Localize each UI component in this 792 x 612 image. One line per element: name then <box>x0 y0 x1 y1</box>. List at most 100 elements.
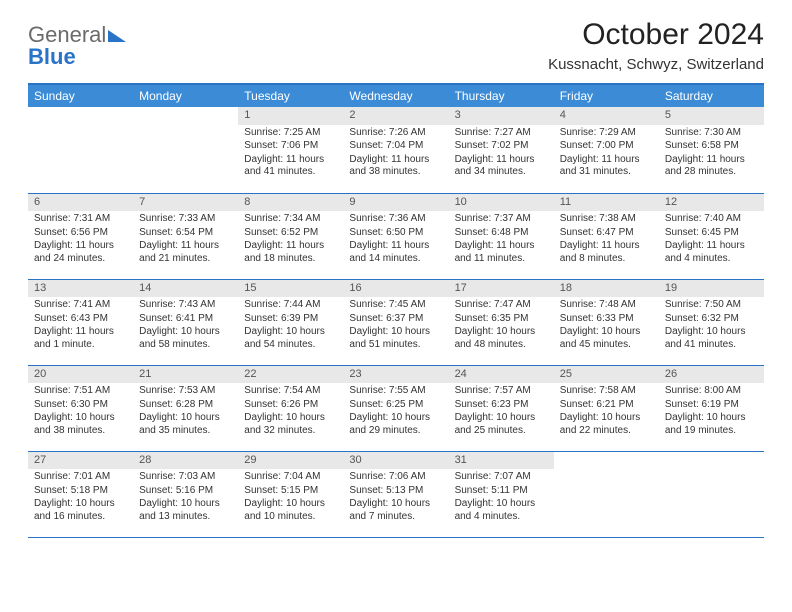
daylight-text: Daylight: 11 hours and 41 minutes. <box>244 154 337 179</box>
sunset-text: Sunset: 6:28 PM <box>139 399 232 412</box>
daylight-text: Daylight: 11 hours and 21 minutes. <box>139 240 232 265</box>
sunrise-text: Sunrise: 7:53 AM <box>139 385 232 398</box>
day-details: Sunrise: 7:41 AMSunset: 6:43 PMDaylight:… <box>28 297 133 356</box>
dow-header: Monday <box>133 84 238 107</box>
calendar-cell: 17Sunrise: 7:47 AMSunset: 6:35 PMDayligh… <box>449 279 554 365</box>
day-number: 11 <box>554 194 659 212</box>
sunrise-text: Sunrise: 7:27 AM <box>455 127 548 140</box>
sunset-text: Sunset: 6:19 PM <box>665 399 758 412</box>
calendar-row: 20Sunrise: 7:51 AMSunset: 6:30 PMDayligh… <box>28 365 764 451</box>
day-number: 17 <box>449 280 554 298</box>
calendar-cell: 27Sunrise: 7:01 AMSunset: 5:18 PMDayligh… <box>28 451 133 537</box>
day-number: 18 <box>554 280 659 298</box>
day-number: 16 <box>343 280 448 298</box>
sunset-text: Sunset: 6:37 PM <box>349 313 442 326</box>
day-number: 27 <box>28 452 133 470</box>
dow-header: Sunday <box>28 84 133 107</box>
sunrise-text: Sunrise: 7:57 AM <box>455 385 548 398</box>
sunrise-text: Sunrise: 7:03 AM <box>139 471 232 484</box>
day-details: Sunrise: 7:04 AMSunset: 5:15 PMDaylight:… <box>238 469 343 528</box>
day-details: Sunrise: 7:06 AMSunset: 5:13 PMDaylight:… <box>343 469 448 528</box>
day-number: 24 <box>449 366 554 384</box>
sunset-text: Sunset: 7:00 PM <box>560 140 653 153</box>
dow-header: Thursday <box>449 84 554 107</box>
day-number: 4 <box>554 107 659 125</box>
sunrise-text: Sunrise: 7:26 AM <box>349 127 442 140</box>
calendar-cell: 10Sunrise: 7:37 AMSunset: 6:48 PMDayligh… <box>449 193 554 279</box>
sunset-text: Sunset: 6:35 PM <box>455 313 548 326</box>
day-details: Sunrise: 7:55 AMSunset: 6:25 PMDaylight:… <box>343 383 448 442</box>
sunrise-text: Sunrise: 7:34 AM <box>244 213 337 226</box>
calendar-cell: 2Sunrise: 7:26 AMSunset: 7:04 PMDaylight… <box>343 107 448 193</box>
daylight-text: Daylight: 10 hours and 25 minutes. <box>455 412 548 437</box>
sunrise-text: Sunrise: 7:51 AM <box>34 385 127 398</box>
calendar-cell: 13Sunrise: 7:41 AMSunset: 6:43 PMDayligh… <box>28 279 133 365</box>
day-number: 31 <box>449 452 554 470</box>
daylight-text: Daylight: 11 hours and 8 minutes. <box>560 240 653 265</box>
sunrise-text: Sunrise: 7:41 AM <box>34 299 127 312</box>
day-number: 20 <box>28 366 133 384</box>
calendar-cell: 11Sunrise: 7:38 AMSunset: 6:47 PMDayligh… <box>554 193 659 279</box>
day-details: Sunrise: 7:43 AMSunset: 6:41 PMDaylight:… <box>133 297 238 356</box>
dow-row: SundayMondayTuesdayWednesdayThursdayFrid… <box>28 84 764 107</box>
sunset-text: Sunset: 5:13 PM <box>349 485 442 498</box>
sunset-text: Sunset: 6:56 PM <box>34 227 127 240</box>
calendar-table: SundayMondayTuesdayWednesdayThursdayFrid… <box>28 83 764 538</box>
daylight-text: Daylight: 10 hours and 13 minutes. <box>139 498 232 523</box>
daylight-text: Daylight: 10 hours and 58 minutes. <box>139 326 232 351</box>
daylight-text: Daylight: 11 hours and 24 minutes. <box>34 240 127 265</box>
calendar-cell-empty <box>554 451 659 537</box>
day-details: Sunrise: 7:36 AMSunset: 6:50 PMDaylight:… <box>343 211 448 270</box>
day-details: Sunrise: 7:29 AMSunset: 7:00 PMDaylight:… <box>554 125 659 184</box>
daylight-text: Daylight: 11 hours and 28 minutes. <box>665 154 758 179</box>
sunset-text: Sunset: 6:21 PM <box>560 399 653 412</box>
calendar-cell: 30Sunrise: 7:06 AMSunset: 5:13 PMDayligh… <box>343 451 448 537</box>
day-details: Sunrise: 7:34 AMSunset: 6:52 PMDaylight:… <box>238 211 343 270</box>
daylight-text: Daylight: 11 hours and 14 minutes. <box>349 240 442 265</box>
daylight-text: Daylight: 11 hours and 34 minutes. <box>455 154 548 179</box>
sunrise-text: Sunrise: 7:50 AM <box>665 299 758 312</box>
sunrise-text: Sunrise: 7:29 AM <box>560 127 653 140</box>
brand-word-2: Blue <box>28 46 126 68</box>
daylight-text: Daylight: 10 hours and 10 minutes. <box>244 498 337 523</box>
daylight-text: Daylight: 10 hours and 19 minutes. <box>665 412 758 437</box>
daylight-text: Daylight: 10 hours and 32 minutes. <box>244 412 337 437</box>
calendar-cell: 26Sunrise: 8:00 AMSunset: 6:19 PMDayligh… <box>659 365 764 451</box>
sunset-text: Sunset: 6:33 PM <box>560 313 653 326</box>
calendar-cell: 25Sunrise: 7:58 AMSunset: 6:21 PMDayligh… <box>554 365 659 451</box>
day-details: Sunrise: 7:27 AMSunset: 7:02 PMDaylight:… <box>449 125 554 184</box>
sunset-text: Sunset: 5:18 PM <box>34 485 127 498</box>
calendar-cell: 3Sunrise: 7:27 AMSunset: 7:02 PMDaylight… <box>449 107 554 193</box>
day-number: 12 <box>659 194 764 212</box>
sunset-text: Sunset: 6:47 PM <box>560 227 653 240</box>
daylight-text: Daylight: 11 hours and 4 minutes. <box>665 240 758 265</box>
daylight-text: Daylight: 11 hours and 18 minutes. <box>244 240 337 265</box>
sunset-text: Sunset: 6:23 PM <box>455 399 548 412</box>
calendar-row: 27Sunrise: 7:01 AMSunset: 5:18 PMDayligh… <box>28 451 764 537</box>
dow-header: Saturday <box>659 84 764 107</box>
sunset-text: Sunset: 7:04 PM <box>349 140 442 153</box>
sunset-text: Sunset: 6:54 PM <box>139 227 232 240</box>
dow-header: Tuesday <box>238 84 343 107</box>
sunset-text: Sunset: 7:06 PM <box>244 140 337 153</box>
sunrise-text: Sunrise: 7:25 AM <box>244 127 337 140</box>
sunrise-text: Sunrise: 7:06 AM <box>349 471 442 484</box>
calendar-cell: 21Sunrise: 7:53 AMSunset: 6:28 PMDayligh… <box>133 365 238 451</box>
day-number: 30 <box>343 452 448 470</box>
daylight-text: Daylight: 10 hours and 54 minutes. <box>244 326 337 351</box>
day-number: 26 <box>659 366 764 384</box>
sunrise-text: Sunrise: 7:58 AM <box>560 385 653 398</box>
day-details: Sunrise: 7:03 AMSunset: 5:16 PMDaylight:… <box>133 469 238 528</box>
day-details: Sunrise: 7:33 AMSunset: 6:54 PMDaylight:… <box>133 211 238 270</box>
day-details: Sunrise: 7:53 AMSunset: 6:28 PMDaylight:… <box>133 383 238 442</box>
day-number: 3 <box>449 107 554 125</box>
day-details: Sunrise: 7:01 AMSunset: 5:18 PMDaylight:… <box>28 469 133 528</box>
sunrise-text: Sunrise: 7:31 AM <box>34 213 127 226</box>
sunrise-text: Sunrise: 7:30 AM <box>665 127 758 140</box>
calendar-cell: 12Sunrise: 7:40 AMSunset: 6:45 PMDayligh… <box>659 193 764 279</box>
calendar-cell: 1Sunrise: 7:25 AMSunset: 7:06 PMDaylight… <box>238 107 343 193</box>
sunrise-text: Sunrise: 7:36 AM <box>349 213 442 226</box>
calendar-cell: 20Sunrise: 7:51 AMSunset: 6:30 PMDayligh… <box>28 365 133 451</box>
calendar-row: 6Sunrise: 7:31 AMSunset: 6:56 PMDaylight… <box>28 193 764 279</box>
day-details: Sunrise: 7:48 AMSunset: 6:33 PMDaylight:… <box>554 297 659 356</box>
